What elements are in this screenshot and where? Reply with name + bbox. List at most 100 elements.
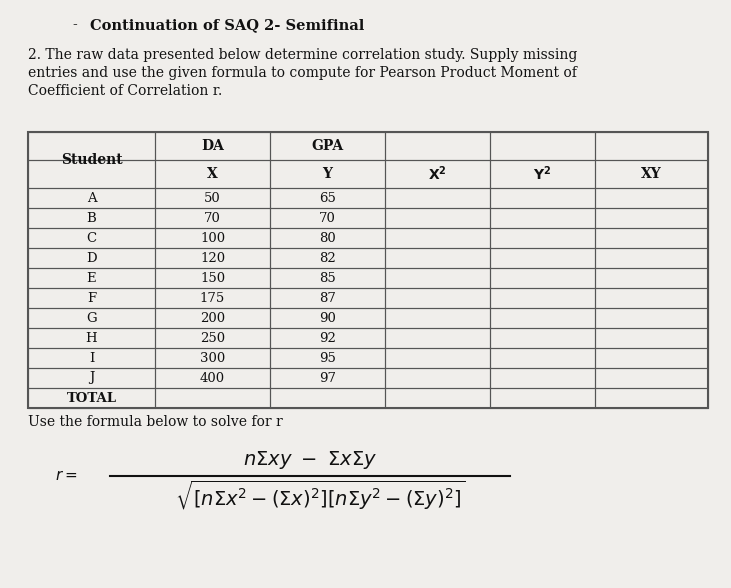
Text: 120: 120 xyxy=(200,252,225,265)
Text: GPA: GPA xyxy=(311,139,344,153)
Bar xyxy=(490,268,595,288)
Bar xyxy=(28,132,708,408)
Bar xyxy=(270,248,385,268)
Bar xyxy=(490,160,595,188)
Text: Use the formula below to solve for r: Use the formula below to solve for r xyxy=(28,415,283,429)
Bar xyxy=(270,308,385,328)
Bar xyxy=(490,368,595,388)
Text: XY: XY xyxy=(641,167,662,181)
Text: 50: 50 xyxy=(204,192,221,205)
Text: G: G xyxy=(86,312,96,325)
Bar xyxy=(595,388,708,408)
Bar xyxy=(28,308,155,328)
Bar xyxy=(490,308,595,328)
Bar xyxy=(28,268,155,288)
Text: 175: 175 xyxy=(200,292,225,305)
Text: 92: 92 xyxy=(319,332,336,345)
Bar xyxy=(155,368,270,388)
Bar xyxy=(270,348,385,368)
Text: H: H xyxy=(86,332,97,345)
Text: entries and use the given formula to compute for Pearson Product Moment of: entries and use the given formula to com… xyxy=(28,66,577,80)
Text: 65: 65 xyxy=(319,192,336,205)
Text: Continuation of SAQ 2- Semifinal: Continuation of SAQ 2- Semifinal xyxy=(90,18,364,32)
Bar xyxy=(595,208,708,228)
Bar xyxy=(28,368,155,388)
Bar xyxy=(155,308,270,328)
Text: 70: 70 xyxy=(204,212,221,225)
Bar xyxy=(490,328,595,348)
Bar xyxy=(28,132,155,160)
Bar xyxy=(155,228,270,248)
Text: C: C xyxy=(86,232,96,245)
Bar xyxy=(155,248,270,268)
Bar xyxy=(28,288,155,308)
Bar xyxy=(385,160,490,188)
Bar xyxy=(385,132,490,160)
Text: TOTAL: TOTAL xyxy=(67,392,116,405)
Text: 100: 100 xyxy=(200,232,225,245)
Bar xyxy=(155,328,270,348)
Text: $r =$: $r =$ xyxy=(55,469,77,483)
Bar xyxy=(155,288,270,308)
Bar xyxy=(490,288,595,308)
Bar xyxy=(385,288,490,308)
Text: 82: 82 xyxy=(319,252,336,265)
Bar xyxy=(385,268,490,288)
Bar xyxy=(490,228,595,248)
Text: X: X xyxy=(207,167,218,181)
Bar xyxy=(385,228,490,248)
Text: A: A xyxy=(87,192,96,205)
Text: 97: 97 xyxy=(319,372,336,385)
Bar xyxy=(28,160,155,188)
Bar xyxy=(28,328,155,348)
Bar xyxy=(28,228,155,248)
Bar xyxy=(270,208,385,228)
Bar xyxy=(155,188,270,208)
Bar xyxy=(595,188,708,208)
Text: D: D xyxy=(86,252,96,265)
Text: Y: Y xyxy=(322,167,333,181)
Bar xyxy=(595,268,708,288)
Bar xyxy=(28,348,155,368)
Bar xyxy=(155,132,270,160)
Bar xyxy=(270,268,385,288)
Bar xyxy=(28,208,155,228)
Text: 87: 87 xyxy=(319,292,336,305)
Text: 400: 400 xyxy=(200,372,225,385)
Bar xyxy=(595,348,708,368)
Bar xyxy=(155,160,270,188)
Text: J: J xyxy=(88,372,94,385)
Bar xyxy=(490,188,595,208)
Text: $\mathbf{X^2}$: $\mathbf{X^2}$ xyxy=(428,165,447,183)
Bar xyxy=(270,160,385,188)
Bar xyxy=(28,388,155,408)
Bar xyxy=(270,228,385,248)
Text: 95: 95 xyxy=(319,352,336,365)
Bar xyxy=(385,368,490,388)
Bar xyxy=(595,160,708,188)
Bar xyxy=(595,328,708,348)
Text: $\sqrt{[n\Sigma x^2-(\Sigma x)^2][n\Sigma y^2-(\Sigma y)^2]}$: $\sqrt{[n\Sigma x^2-(\Sigma x)^2][n\Sigm… xyxy=(175,479,466,512)
Text: Coefficient of Correlation r.: Coefficient of Correlation r. xyxy=(28,84,222,98)
Text: $\mathbf{Y^2}$: $\mathbf{Y^2}$ xyxy=(534,165,552,183)
Bar xyxy=(385,188,490,208)
Bar xyxy=(28,188,155,208)
Bar xyxy=(595,368,708,388)
Bar xyxy=(385,308,490,328)
Text: $n\Sigma xy\ -\ \Sigma x \Sigma y$: $n\Sigma xy\ -\ \Sigma x \Sigma y$ xyxy=(243,449,377,471)
Text: Student: Student xyxy=(61,153,122,167)
Text: 70: 70 xyxy=(319,212,336,225)
Bar xyxy=(270,132,385,160)
Text: 85: 85 xyxy=(319,272,336,285)
Bar xyxy=(595,308,708,328)
Bar xyxy=(490,388,595,408)
Bar xyxy=(385,348,490,368)
Bar xyxy=(155,348,270,368)
Bar xyxy=(595,288,708,308)
Bar xyxy=(385,328,490,348)
Text: 2. The raw data presented below determine correlation study. Supply missing: 2. The raw data presented below determin… xyxy=(28,48,577,62)
Bar xyxy=(595,248,708,268)
Text: 80: 80 xyxy=(319,232,336,245)
Bar xyxy=(385,248,490,268)
Bar xyxy=(155,388,270,408)
